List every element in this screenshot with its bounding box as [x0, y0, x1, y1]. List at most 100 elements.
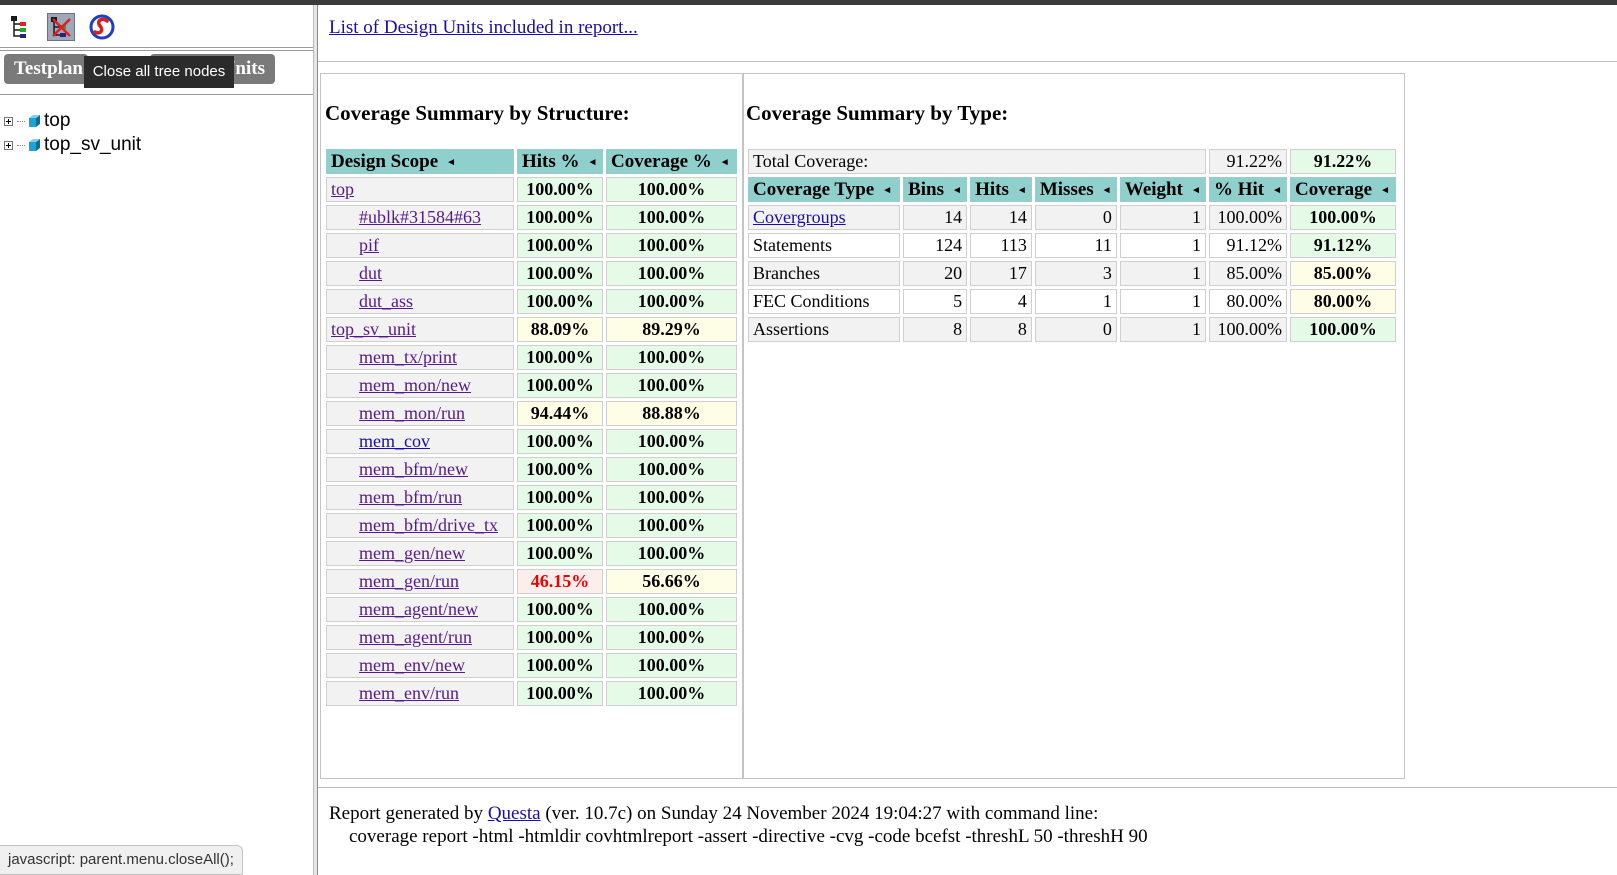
tree-label[interactable]: top_sv_unit — [44, 134, 142, 155]
weight-cell: 1 — [1119, 317, 1206, 342]
type-row: Statements 124 113 11 1 91.12% 91.12% — [748, 233, 1397, 258]
type-panel: Coverage Summary by Type: Total Coverage… — [743, 73, 1405, 779]
header-label: Bins — [908, 178, 945, 200]
scope-link[interactable]: mem_env/run — [359, 683, 459, 703]
scope-link[interactable]: mem_cov — [359, 431, 430, 451]
scope-link[interactable]: mem_bfm/new — [359, 459, 468, 479]
structure-row: mem_mon/new 100.00% 100.00% — [326, 373, 737, 398]
scope-link[interactable]: top — [331, 179, 355, 199]
structure-row: mem_bfm/drive_tx 100.00% 100.00% — [326, 513, 737, 538]
scope-link[interactable]: dut — [359, 263, 383, 283]
scope-link[interactable]: pif — [359, 235, 379, 255]
header-design-scope[interactable]: Design Scope ◄ — [326, 149, 514, 174]
scope-link[interactable]: mem_gen/new — [359, 543, 465, 563]
coverage-cell: 56.66% — [606, 569, 737, 594]
header-misses[interactable]: Misses ◄ — [1034, 177, 1117, 202]
weight-cell: 1 — [1119, 233, 1206, 258]
scope-link[interactable]: mem_bfm/run — [359, 487, 462, 507]
questa-link[interactable]: Questa — [487, 803, 541, 824]
tree-label[interactable]: top — [44, 110, 71, 131]
scope-link[interactable]: #ublk#31584#63 — [359, 207, 482, 227]
weight-cell: 1 — [1119, 261, 1206, 286]
header-hits[interactable]: Hits % ◄ — [517, 149, 603, 174]
scope-cell: #ublk#31584#63 — [326, 205, 514, 230]
type-cell: Assertions — [748, 317, 901, 342]
tree-node-top-sv-unit[interactable]: top_sv_unit — [4, 133, 141, 157]
coverage-cell: 100.00% — [606, 345, 737, 370]
header-coverage-type[interactable]: Coverage Type ◄ — [748, 177, 901, 202]
coverage-cell: 88.88% — [606, 401, 737, 426]
coverage-cell: 85.00% — [1290, 261, 1397, 286]
sort-icon[interactable]: ◄ — [1101, 184, 1112, 196]
scope-link[interactable]: mem_bfm/drive_tx — [359, 515, 498, 535]
sort-icon[interactable]: ◄ — [1190, 184, 1201, 196]
scope-link[interactable]: mem_agent/run — [359, 627, 472, 647]
scope-link[interactable]: top_sv_unit — [331, 319, 417, 339]
header-label: Weight — [1124, 178, 1183, 200]
header-bins[interactable]: Bins ◄ — [903, 177, 968, 202]
header-coverage[interactable]: Coverage ◄ — [1290, 177, 1397, 202]
scope-link[interactable]: mem_mon/run — [359, 403, 465, 423]
coverage-cell: 80.00% — [1290, 289, 1397, 314]
coverage-cell: 100.00% — [606, 205, 737, 230]
header-hits[interactable]: Hits ◄ — [970, 177, 1032, 202]
header-weight[interactable]: Weight ◄ — [1119, 177, 1206, 202]
structure-table: Design Scope ◄ Hits % ◄ Coverage % ◄ top 100… — [323, 146, 740, 709]
coverage-cell: 100.00% — [606, 177, 737, 202]
scope-cell: mem_mon/run — [326, 401, 514, 426]
scope-cell: mem_env/new — [326, 653, 514, 678]
sort-icon[interactable]: ◄ — [1016, 184, 1027, 196]
instance-icon — [29, 139, 40, 151]
scope-link[interactable]: mem_tx/print — [359, 347, 457, 367]
sort-icon[interactable]: ◄ — [1380, 184, 1390, 196]
toolbar-divider — [0, 50, 313, 51]
scope-link[interactable]: mem_mon/new — [359, 375, 471, 395]
structure-row: top 100.00% 100.00% — [326, 177, 737, 202]
hits-cell: 100.00% — [517, 485, 603, 510]
instance-icon — [29, 115, 40, 127]
expand-node-icon[interactable] — [4, 140, 13, 150]
bins-cell: 8 — [903, 317, 968, 342]
sort-icon[interactable]: ◄ — [719, 156, 730, 168]
header-label: Hits % — [522, 150, 580, 172]
coverage-cell: 100.00% — [606, 653, 737, 678]
tree-expand-icon[interactable] — [8, 13, 36, 41]
type-cell[interactable]: Covergroups — [748, 205, 901, 230]
structure-row: top_sv_unit 88.09% 89.29% — [326, 317, 737, 342]
covergroups-link[interactable]: Covergroups — [753, 207, 846, 227]
misses-cell: 11 — [1034, 233, 1117, 258]
scope-link[interactable]: dut_ass — [359, 291, 413, 311]
tab-testplan[interactable]: Testplan — [4, 54, 88, 84]
pct-hit-cell: 100.00% — [1209, 205, 1288, 230]
total-label: Total Coverage: — [748, 149, 1206, 174]
tree-node-top[interactable]: top — [4, 109, 141, 133]
hits-cell: 17 — [970, 261, 1032, 286]
hits-cell: 100.00% — [517, 625, 603, 650]
sort-icon[interactable]: ◄ — [446, 156, 457, 168]
footer-suffix: (ver. 10.7c) on Sunday 24 November 2024 … — [540, 803, 1099, 824]
scope-link[interactable]: mem_gen/run — [359, 571, 459, 591]
sort-icon[interactable]: ◄ — [1272, 184, 1283, 196]
header-pct-hit[interactable]: % Hit ◄ — [1209, 177, 1288, 202]
hits-cell: 100.00% — [517, 541, 603, 566]
coverage-cell: 100.00% — [606, 233, 737, 258]
header-coverage[interactable]: Coverage % ◄ — [606, 149, 737, 174]
tree-connector — [17, 120, 25, 122]
sort-icon[interactable]: ◄ — [882, 184, 893, 196]
expand-node-icon[interactable] — [4, 116, 13, 126]
pane-splitter[interactable] — [313, 5, 318, 875]
design-units-link[interactable]: List of Design Units included in report.… — [329, 17, 638, 38]
structure-row: mem_tx/print 100.00% 100.00% — [326, 345, 737, 370]
scope-cell: mem_env/run — [326, 681, 514, 706]
hits-cell: 100.00% — [517, 597, 603, 622]
hits-cell: 100.00% — [517, 345, 603, 370]
sort-icon[interactable]: ◄ — [587, 156, 598, 168]
scope-link[interactable]: mem_env/new — [359, 655, 465, 675]
close-tree-nodes-icon[interactable] — [47, 13, 75, 41]
scope-link[interactable]: mem_agent/new — [359, 599, 478, 619]
sort-icon[interactable]: ◄ — [952, 184, 962, 196]
coverage-cell: 91.12% — [1290, 233, 1397, 258]
scope-cell: mem_mon/new — [326, 373, 514, 398]
hits-cell: 4 — [970, 289, 1032, 314]
questa-logo-icon[interactable] — [88, 13, 116, 41]
